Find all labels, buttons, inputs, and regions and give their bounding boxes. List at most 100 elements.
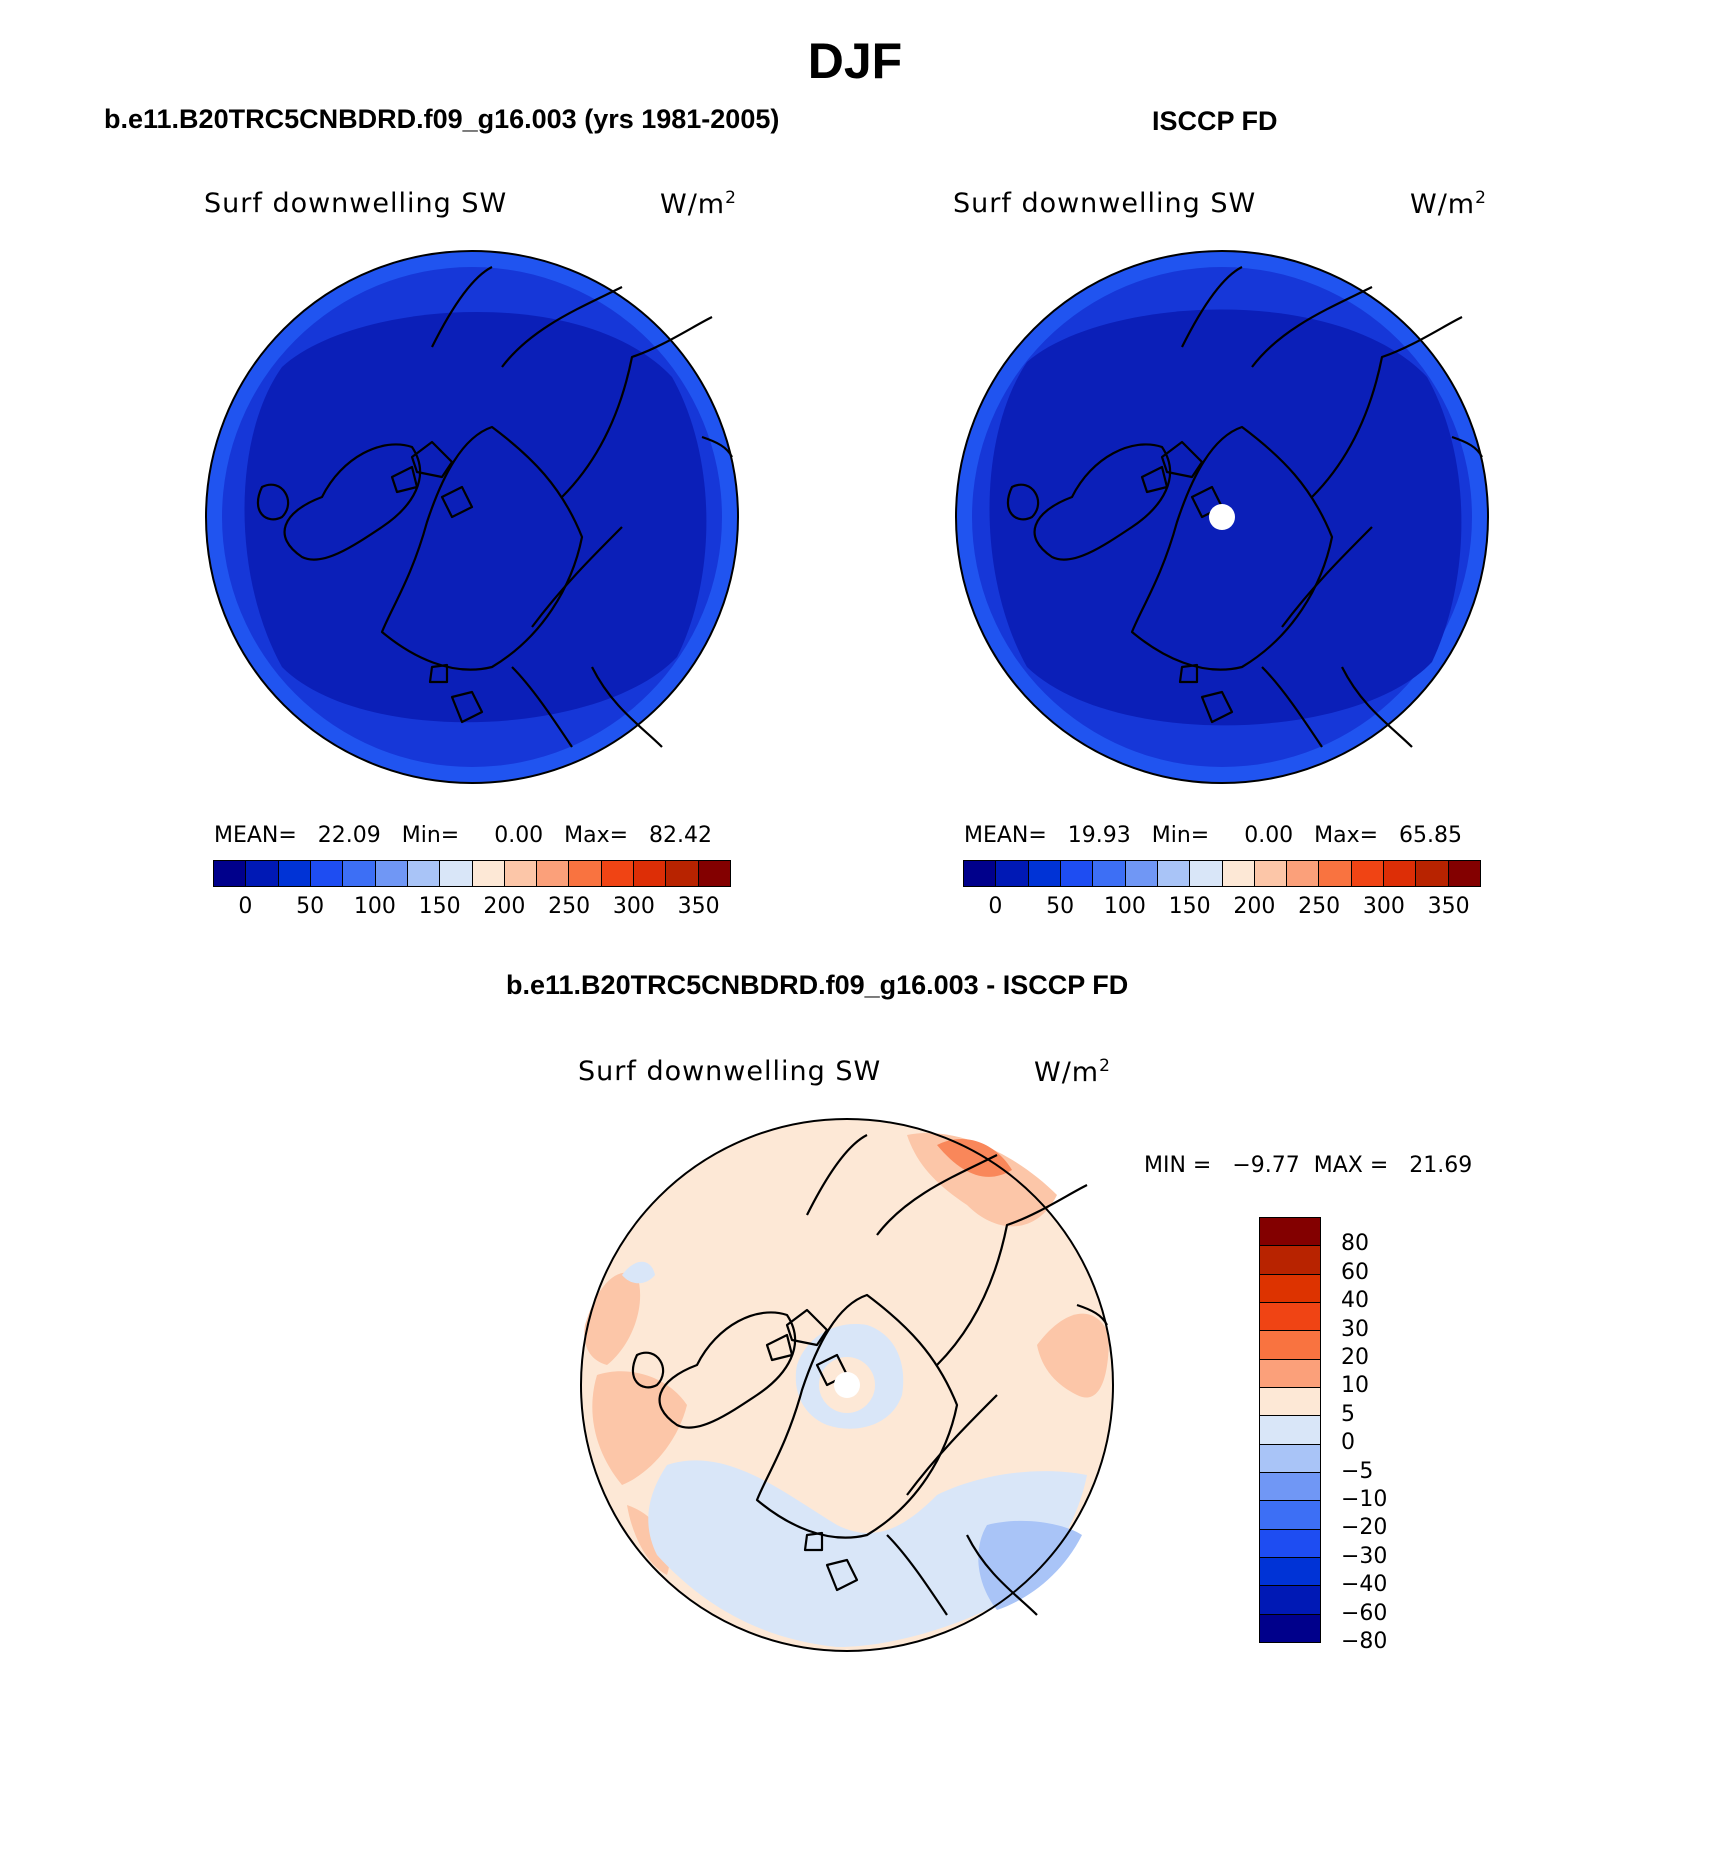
colorbar-tick-label: 100 — [1103, 894, 1146, 919]
colorbar-tick-label: 300 — [612, 894, 655, 919]
colorbar-swatch — [996, 861, 1029, 886]
colorbar-swatch — [1222, 861, 1255, 886]
colorbar-swatch — [1260, 1387, 1320, 1417]
colorbar-swatch — [1093, 861, 1126, 886]
model-stats: MEAN= 22.09 Min= 0.00 Max= 82.42 — [214, 823, 713, 848]
colorbar-swatch — [1260, 1331, 1320, 1360]
colorbar-swatch — [601, 861, 635, 886]
colorbar-tick-label: 250 — [548, 894, 591, 919]
colorbar-swatch — [1416, 861, 1449, 886]
colorbar-tick-label: 5 — [1341, 1401, 1355, 1427]
obs-colorbar-ticks: 0 50 100 150 200 250 300 350 — [963, 894, 1481, 924]
colorbar-swatch — [1260, 1501, 1320, 1530]
colorbar-swatch — [1384, 861, 1417, 886]
diff-colorbar — [1259, 1217, 1321, 1643]
obs-colorbar — [963, 860, 1481, 887]
obs-panel-title: ISCCP FD — [1152, 106, 1278, 136]
colorbar-swatch — [634, 861, 667, 886]
colorbar-swatch — [278, 861, 311, 886]
diff-variable-label: Surf downwelling SW — [578, 1056, 882, 1087]
colorbar-swatch — [569, 861, 602, 886]
main-title: DJF — [807, 33, 903, 89]
colorbar-tick-label: 50 — [1046, 894, 1075, 919]
colorbar-tick-label: −60 — [1341, 1600, 1388, 1626]
colorbar-swatch — [1351, 861, 1385, 886]
colorbar-tick-label: −80 — [1341, 1629, 1388, 1654]
colorbar-swatch — [214, 861, 247, 886]
colorbar-swatch — [1260, 1557, 1320, 1587]
colorbar-swatch — [504, 861, 538, 886]
colorbar-swatch — [343, 861, 376, 886]
diff-polar-map — [580, 1118, 1114, 1652]
colorbar-swatch — [666, 861, 699, 886]
colorbar-tick-label: 150 — [418, 894, 461, 919]
colorbar-swatch — [1254, 861, 1288, 886]
colorbar-tick-label: 40 — [1341, 1288, 1369, 1314]
colorbar-swatch — [1157, 861, 1191, 886]
colorbar-swatch — [698, 861, 730, 886]
colorbar-swatch — [1028, 861, 1061, 886]
colorbar-swatch — [1260, 1274, 1320, 1303]
diff-colorbar-ticks — [0, 0, 1, 1]
colorbar-tick-label: 250 — [1298, 894, 1341, 919]
colorbar-swatch — [1190, 861, 1223, 886]
colorbar-tick-label: 30 — [1341, 1316, 1369, 1342]
colorbar-swatch — [1260, 1359, 1320, 1388]
colorbar-swatch — [310, 861, 344, 886]
colorbar-tick-label: 0 — [1341, 1430, 1355, 1456]
model-polar-map — [205, 250, 739, 784]
colorbar-tick-label: −20 — [1341, 1515, 1388, 1541]
colorbar-swatch — [1260, 1246, 1320, 1275]
colorbar-tick-label: −30 — [1341, 1543, 1388, 1569]
colorbar-swatch — [1260, 1614, 1320, 1642]
colorbar-tick-label: 100 — [353, 894, 396, 919]
colorbar-tick-label: 80 — [1341, 1231, 1369, 1257]
colorbar-tick-label: −5 — [1341, 1458, 1374, 1484]
obs-polar-map — [955, 250, 1489, 784]
colorbar-tick-label: −40 — [1341, 1572, 1388, 1598]
colorbar-swatch — [964, 861, 997, 886]
colorbar-tick-label: 0 — [238, 894, 253, 919]
colorbar-tick-label: 200 — [483, 894, 526, 919]
colorbar-tick-label: 350 — [677, 894, 720, 919]
colorbar-tick-label: −10 — [1341, 1487, 1388, 1512]
model-units-label: W/m2 — [660, 188, 737, 220]
model-variable-label: Surf downwelling SW — [204, 188, 508, 219]
colorbar-tick-label: 60 — [1341, 1259, 1369, 1285]
colorbar-swatch — [1260, 1529, 1320, 1558]
colorbar-swatch — [1260, 1444, 1320, 1473]
model-colorbar — [213, 860, 731, 887]
model-panel-title: b.e11.B20TRC5CNBDRD.f09_g16.003 (yrs 198… — [104, 104, 780, 134]
colorbar-tick-label: 10 — [1341, 1373, 1369, 1399]
colorbar-tick-label: 20 — [1341, 1345, 1369, 1370]
obs-units-label: W/m2 — [1410, 188, 1487, 220]
colorbar-swatch — [1448, 861, 1480, 886]
colorbar-swatch — [407, 861, 441, 886]
diff-stats: MIN = −9.77 MAX = 21.69 — [1144, 1153, 1473, 1178]
colorbar-swatch — [1319, 861, 1352, 886]
diff-panel-title: b.e11.B20TRC5CNBDRD.f09_g16.003 - ISCCP … — [506, 970, 1129, 1000]
colorbar-tick-label: 200 — [1233, 894, 1276, 919]
colorbar-swatch — [1287, 861, 1320, 886]
colorbar-swatch — [1260, 1416, 1320, 1445]
colorbar-swatch — [1060, 861, 1094, 886]
diff-units-label: W/m2 — [1034, 1056, 1111, 1088]
colorbar-swatch — [472, 861, 505, 886]
colorbar-swatch — [246, 861, 279, 886]
colorbar-tick-label: 300 — [1362, 894, 1405, 919]
colorbar-swatch — [375, 861, 408, 886]
colorbar-swatch — [537, 861, 570, 886]
colorbar-swatch — [440, 861, 473, 886]
colorbar-swatch — [1125, 861, 1158, 886]
colorbar-tick-label: 350 — [1427, 894, 1470, 919]
colorbar-swatch — [1260, 1472, 1320, 1502]
obs-variable-label: Surf downwelling SW — [953, 188, 1257, 219]
colorbar-swatch — [1260, 1586, 1320, 1615]
model-colorbar-ticks: 0 50 100 150 200 250 300 350 — [213, 894, 731, 924]
colorbar-tick-label: 150 — [1168, 894, 1211, 919]
colorbar-tick-label: 50 — [296, 894, 325, 919]
colorbar-tick-label: 0 — [988, 894, 1003, 919]
colorbar-swatch — [1260, 1218, 1320, 1247]
colorbar-swatch — [1260, 1302, 1320, 1332]
obs-stats: MEAN= 19.93 Min= 0.00 Max= 65.85 — [964, 823, 1463, 848]
